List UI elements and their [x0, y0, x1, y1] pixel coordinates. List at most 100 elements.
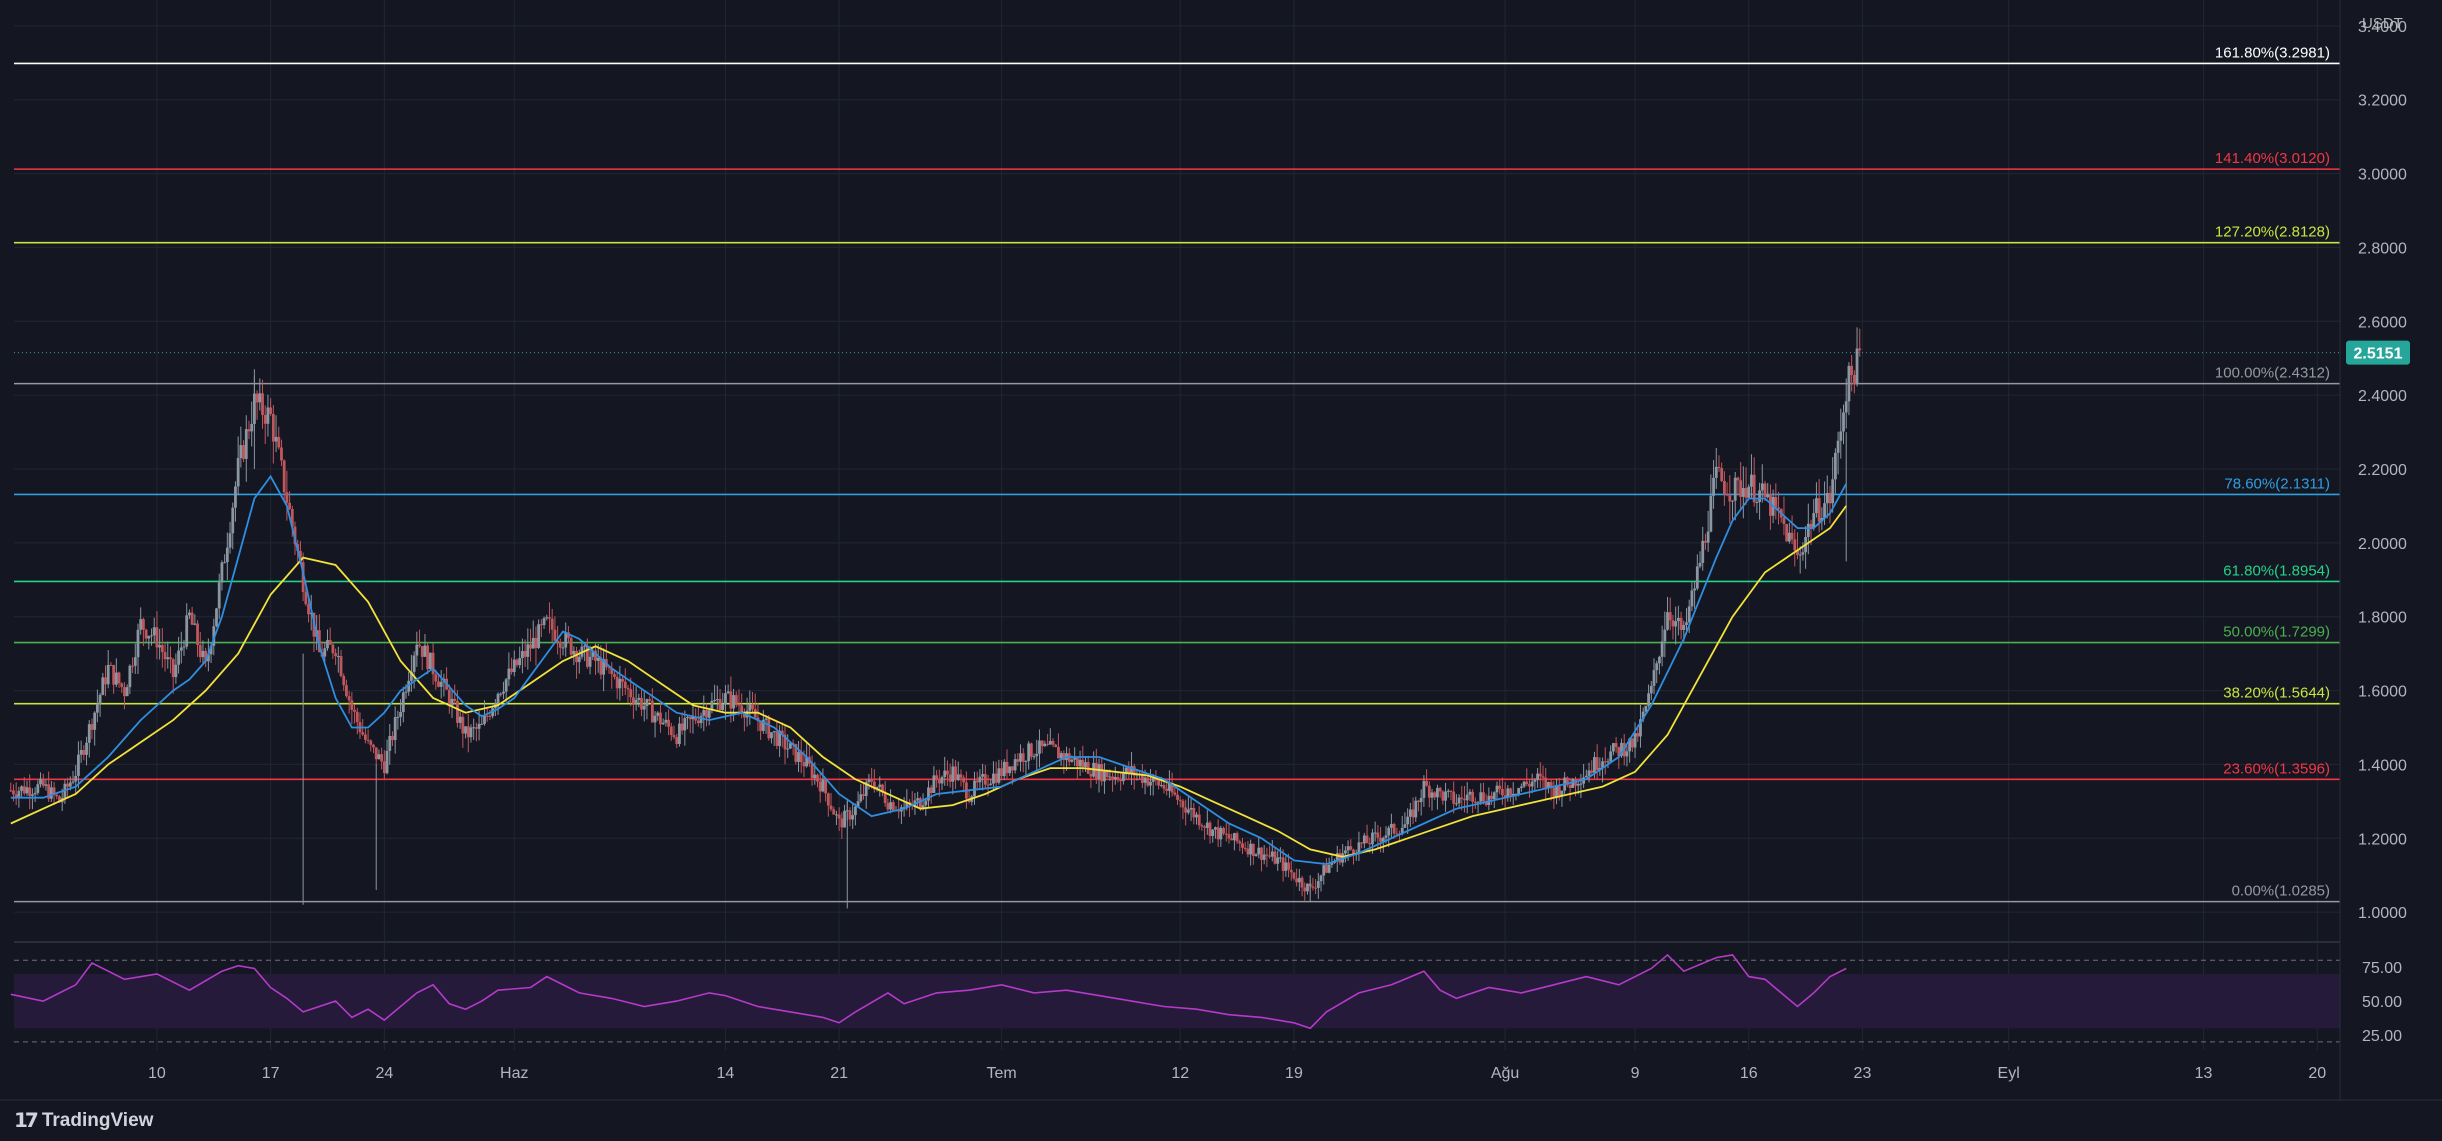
candle-body[interactable]	[729, 691, 733, 709]
candle-body[interactable]	[1620, 742, 1623, 756]
candle-body[interactable]	[1452, 791, 1456, 804]
candle-body[interactable]	[177, 650, 180, 665]
candle-body[interactable]	[1438, 787, 1442, 792]
candle-body[interactable]	[255, 393, 259, 403]
candle-body[interactable]	[669, 726, 673, 736]
candle-body[interactable]	[47, 784, 51, 799]
candle-body[interactable]	[79, 750, 83, 755]
candle-body[interactable]	[152, 627, 156, 636]
candle-body[interactable]	[1823, 503, 1826, 519]
candle-body[interactable]	[826, 793, 830, 806]
candle-body[interactable]	[1722, 481, 1726, 494]
candle-body[interactable]	[355, 711, 359, 723]
candle-body[interactable]	[1755, 502, 1759, 504]
candle-body[interactable]	[382, 761, 386, 774]
candle-body[interactable]	[1717, 466, 1721, 469]
candle-body[interactable]	[225, 547, 229, 563]
candle-body[interactable]	[596, 657, 600, 661]
candle-body[interactable]	[1016, 759, 1020, 762]
candle-body[interactable]	[510, 668, 513, 673]
candle-body[interactable]	[1362, 835, 1366, 844]
candle-body[interactable]	[499, 693, 503, 695]
candle-body[interactable]	[123, 687, 126, 697]
candle-body[interactable]	[816, 774, 819, 782]
candle-body[interactable]	[883, 792, 887, 804]
candle-body[interactable]	[797, 752, 800, 762]
candle-body[interactable]	[215, 608, 218, 627]
candle-body[interactable]	[1796, 550, 1799, 555]
candle-body[interactable]	[1352, 849, 1355, 855]
candle-body[interactable]	[523, 651, 527, 657]
candle-body[interactable]	[204, 650, 208, 662]
candle-body[interactable]	[458, 716, 462, 723]
candle-body[interactable]	[1568, 784, 1572, 788]
candle-body[interactable]	[1073, 757, 1077, 760]
candle-body[interactable]	[288, 502, 291, 510]
candle-body[interactable]	[1195, 814, 1198, 818]
candle-body[interactable]	[20, 786, 23, 791]
candle-body[interactable]	[699, 715, 703, 724]
candle-body[interactable]	[307, 604, 310, 615]
candle-body[interactable]	[1465, 794, 1469, 801]
candle-body[interactable]	[1706, 531, 1710, 543]
candle-body[interactable]	[1698, 562, 1702, 567]
candle-body[interactable]	[1162, 784, 1166, 789]
candle-body[interactable]	[1471, 791, 1475, 802]
candle-body[interactable]	[623, 681, 627, 689]
candle-body[interactable]	[618, 678, 622, 689]
candle-body[interactable]	[1611, 743, 1615, 752]
candle-body[interactable]	[1855, 348, 1859, 385]
candle-body[interactable]	[1525, 781, 1529, 785]
candle-body[interactable]	[1227, 834, 1231, 839]
candle-body[interactable]	[1254, 854, 1258, 856]
candle-body[interactable]	[653, 715, 657, 723]
candle-body[interactable]	[1490, 795, 1493, 800]
candle-body[interactable]	[1427, 785, 1431, 798]
candle-body[interactable]	[1709, 495, 1713, 532]
candle-body[interactable]	[1850, 365, 1854, 375]
candle-body[interactable]	[1777, 507, 1780, 510]
candle-body[interactable]	[1062, 753, 1066, 761]
candle-body[interactable]	[837, 814, 841, 819]
candle-body[interactable]	[994, 773, 998, 783]
candle-body[interactable]	[391, 735, 394, 741]
candle-body[interactable]	[353, 709, 356, 712]
candle-body[interactable]	[1243, 847, 1247, 849]
candle-body[interactable]	[1038, 740, 1041, 754]
candle-body[interactable]	[280, 447, 283, 461]
candle-body[interactable]	[1219, 827, 1223, 840]
candle-body[interactable]	[1260, 847, 1263, 860]
candle-body[interactable]	[1636, 733, 1640, 737]
candle-body[interactable]	[1392, 823, 1396, 834]
candle-body[interactable]	[1858, 348, 1862, 351]
candle-body[interactable]	[1360, 842, 1364, 844]
candle-body[interactable]	[615, 676, 619, 689]
candle-body[interactable]	[1295, 878, 1299, 883]
candle-body[interactable]	[1262, 854, 1266, 860]
candle-body[interactable]	[1644, 705, 1648, 712]
candle-body[interactable]	[1249, 843, 1253, 855]
candle-body[interactable]	[1419, 797, 1423, 803]
candle-body[interactable]	[1089, 773, 1093, 777]
candle-body[interactable]	[956, 774, 960, 780]
candle-body[interactable]	[575, 650, 578, 663]
candle-body[interactable]	[531, 637, 535, 649]
candle-body[interactable]	[1289, 869, 1293, 873]
candle-body[interactable]	[1214, 827, 1217, 830]
candle-body[interactable]	[983, 774, 987, 785]
candle-body[interactable]	[220, 562, 224, 583]
candle-body[interactable]	[1246, 848, 1250, 855]
candle-body[interactable]	[526, 644, 530, 657]
candle-body[interactable]	[85, 742, 88, 755]
candle-body[interactable]	[688, 716, 692, 720]
candle-body[interactable]	[946, 770, 949, 775]
candle-body[interactable]	[150, 635, 153, 637]
candle-body[interactable]	[1178, 799, 1182, 801]
candle-body[interactable]	[539, 624, 543, 626]
candle-body[interactable]	[1552, 787, 1556, 798]
candle-body[interactable]	[1625, 751, 1629, 757]
candle-body[interactable]	[1105, 770, 1109, 778]
candle-body[interactable]	[512, 659, 516, 673]
candle-body[interactable]	[1482, 792, 1485, 802]
candle-body[interactable]	[821, 779, 825, 792]
